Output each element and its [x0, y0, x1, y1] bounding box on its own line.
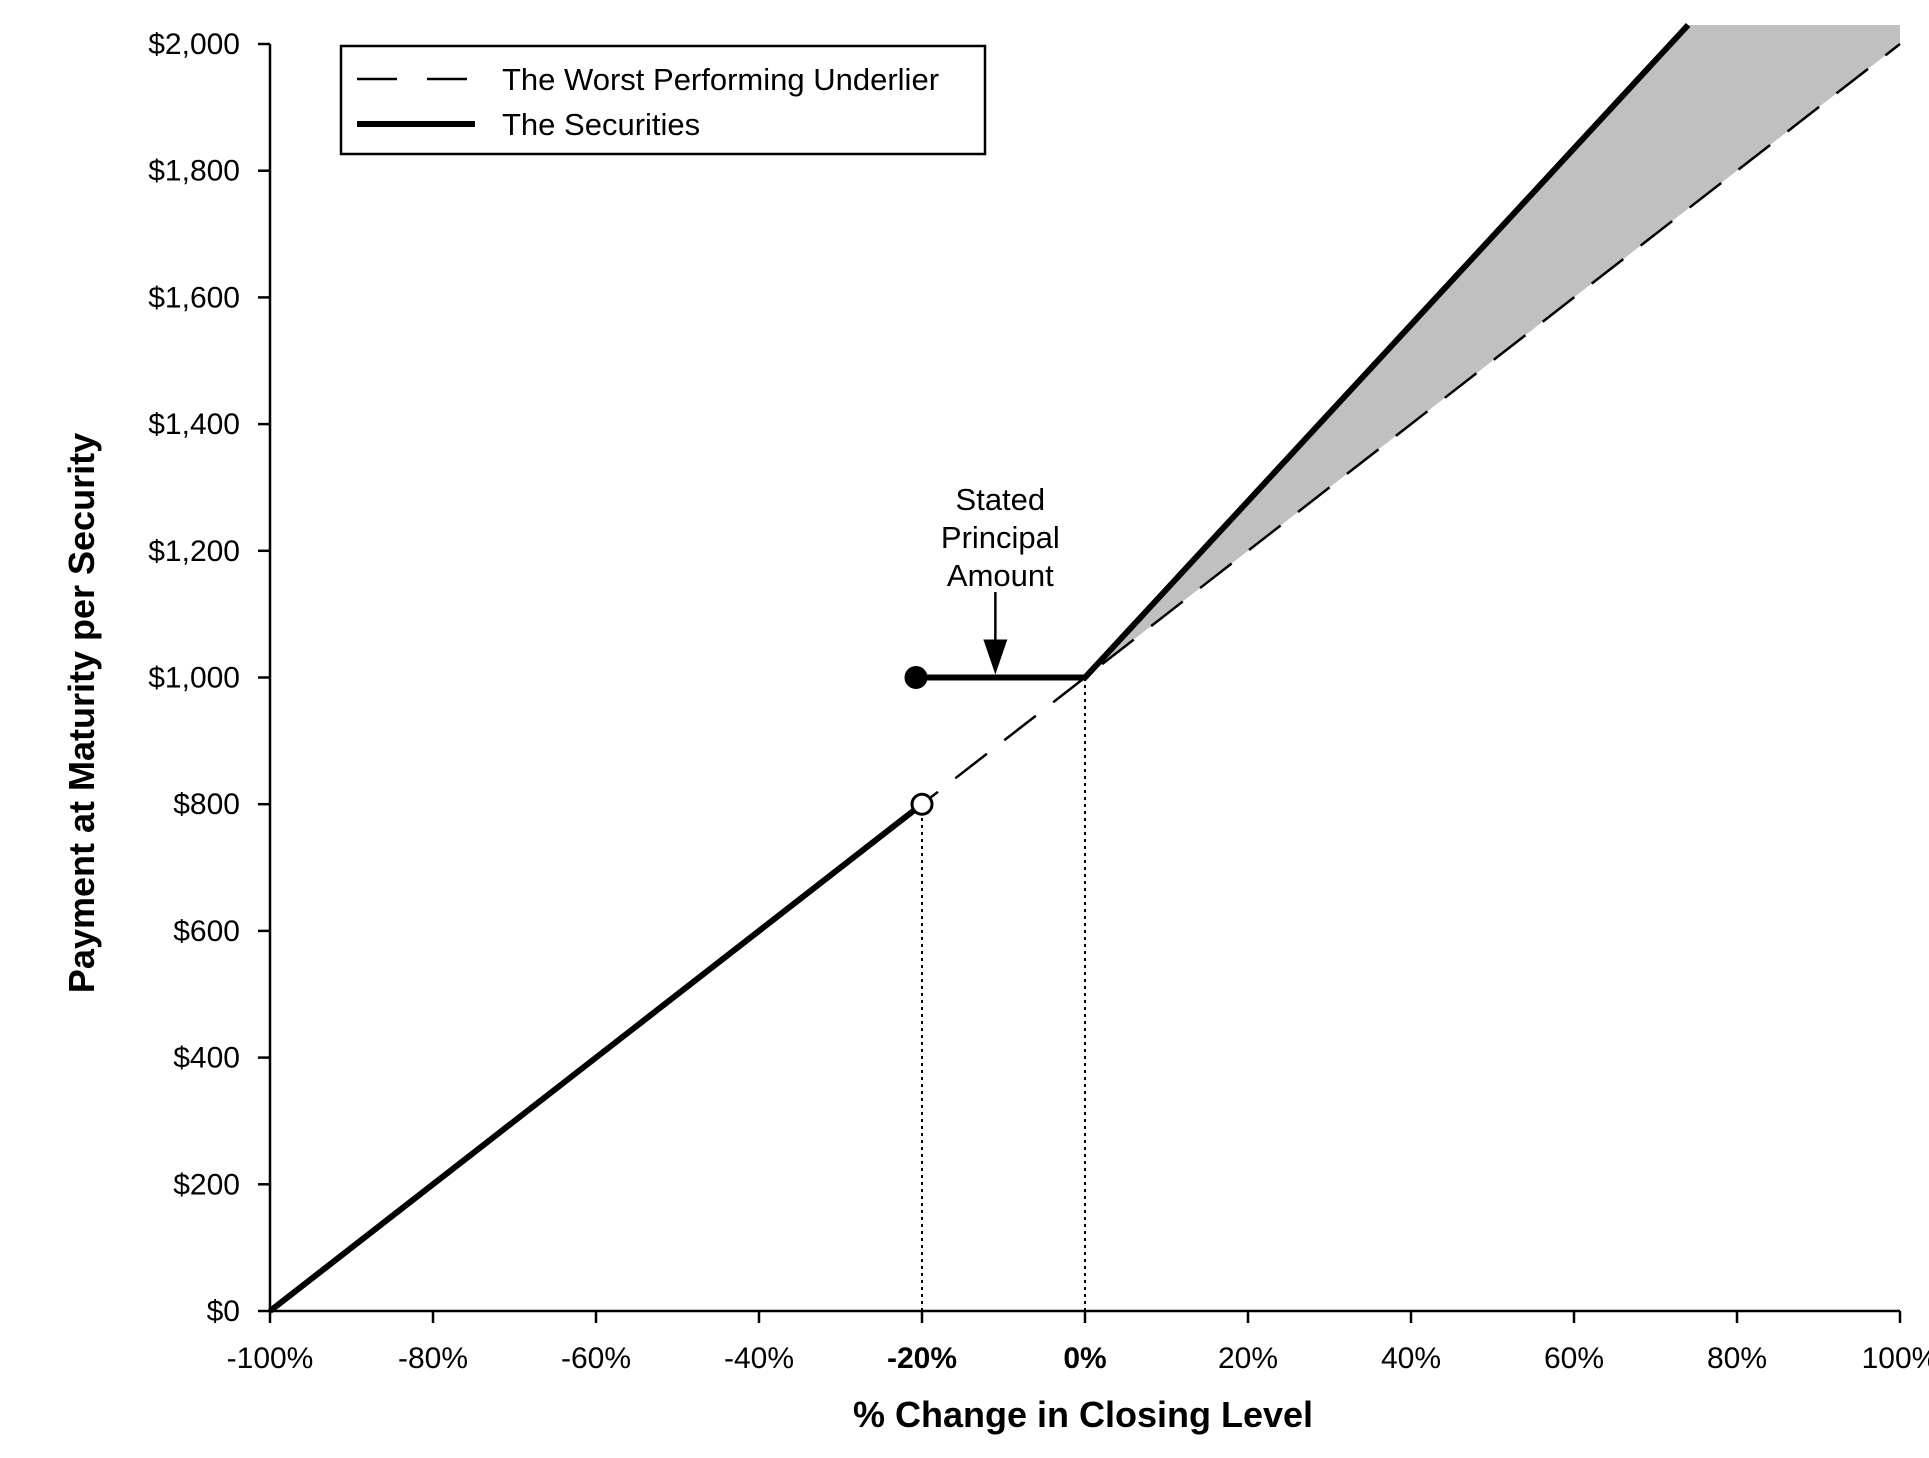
y-tick-label: $200 [173, 1168, 240, 1201]
guide-lines [921, 677, 1086, 1311]
x-tick-label: -20% [887, 1342, 957, 1375]
axes: -100% -80% -60% -40% -20% 0% 20% 40% 60% 80% 100% $… [148, 28, 1929, 1375]
x-tick-label: -80% [398, 1342, 468, 1375]
y-tick-label: $1,000 [148, 662, 240, 695]
securities-line [922, 22, 1691, 681]
legend-box [339, 44, 987, 156]
y-axis-title: Payment at Maturity per Security [61, 433, 102, 993]
x-tick-label: 0% [1063, 1342, 1106, 1375]
y-tick-label: $2,000 [148, 28, 240, 61]
shaded-area [1085, 24, 1900, 678]
y-tick-label: $600 [173, 915, 240, 948]
legend: The Worst Performing Underlier The Securi… [339, 44, 987, 156]
outperformance-shaded-region [1085, 24, 1900, 678]
y-tick-label: $1,400 [148, 408, 240, 441]
securities-line [268, 801, 924, 1314]
annotation-text: Amount [947, 558, 1054, 593]
y-tick-label: $400 [173, 1042, 240, 1075]
x-tick-label: -40% [724, 1342, 794, 1375]
annotation-arrow-head [983, 639, 1008, 675]
open-point-marker [910, 792, 934, 816]
series-lines [268, 22, 1901, 1314]
y-tick-label: $0 [207, 1295, 240, 1328]
x-tick-label: 20% [1218, 1342, 1278, 1375]
x-tick-label: 80% [1707, 1342, 1767, 1375]
y-tick-label: $1,800 [148, 155, 240, 188]
annotation-text: Principal [941, 520, 1060, 555]
x-tick-label: 100% [1862, 1342, 1929, 1375]
x-tick-label: -100% [227, 1342, 314, 1375]
x-tick-label: 60% [1544, 1342, 1604, 1375]
filled-point-marker [904, 666, 928, 689]
x-axis-title: % Change in Closing Level [853, 1394, 1313, 1435]
legend-label: The Worst Performing Underlier [502, 62, 939, 97]
x-tick-label: 40% [1381, 1342, 1441, 1375]
y-tick-label: $1,600 [148, 281, 240, 314]
point-markers [904, 666, 934, 816]
x-tick-label: -60% [561, 1342, 631, 1375]
annotation-text: Stated [956, 482, 1046, 517]
legend-label: The Securities [502, 107, 700, 142]
y-tick-label: $1,200 [148, 535, 240, 568]
y-tick-label: $800 [173, 788, 240, 821]
